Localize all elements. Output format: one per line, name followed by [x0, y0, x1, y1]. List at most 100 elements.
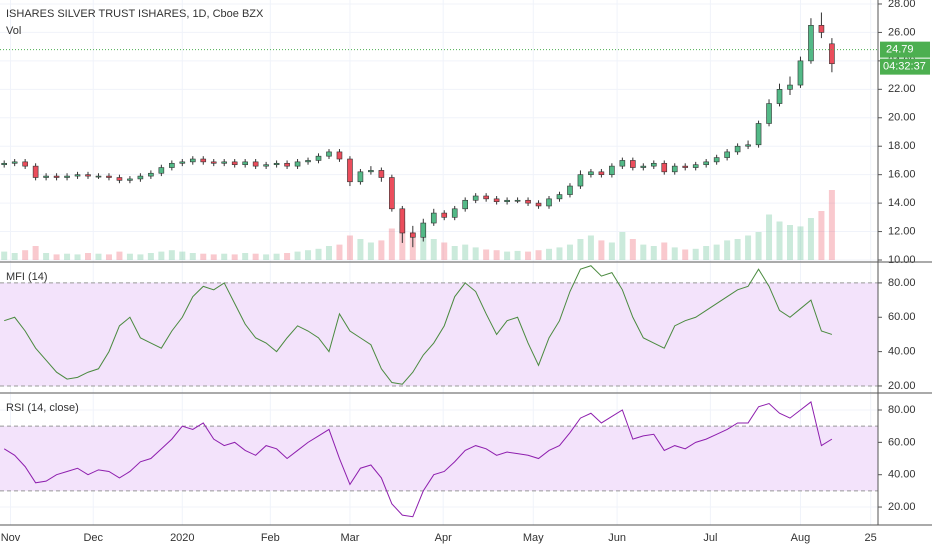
candle-body — [189, 158, 196, 163]
x-tick-label: Nov — [1, 532, 21, 544]
candle-body — [221, 161, 228, 164]
candle-body — [11, 161, 18, 164]
x-tick-label: May — [523, 532, 544, 544]
volume-bar — [661, 242, 668, 260]
volume-bar — [472, 247, 479, 260]
candle-body — [148, 172, 154, 177]
volume-bar — [231, 254, 238, 260]
volume-bar — [462, 244, 469, 260]
candle-body — [305, 160, 311, 163]
volume-bar — [430, 239, 437, 260]
last-price-label: 24.79 — [886, 44, 914, 56]
candle-body — [315, 155, 322, 161]
candle-body — [504, 199, 510, 202]
candle-body — [294, 161, 301, 167]
candle-body — [22, 161, 28, 167]
candle-body — [640, 165, 647, 168]
volume-bar — [325, 246, 332, 260]
candle-body — [263, 164, 269, 167]
volume-bar — [546, 248, 553, 260]
x-tick-label: Jun — [608, 532, 626, 544]
candle-body — [483, 195, 489, 200]
candle-body — [420, 222, 427, 238]
candle-body — [210, 161, 217, 164]
volume-bar — [126, 253, 133, 260]
candle-body — [577, 174, 584, 187]
volume-bar — [168, 250, 175, 260]
volume-bar — [252, 253, 259, 260]
volume-bar — [755, 232, 762, 260]
y-tick-label: 40.00 — [888, 469, 916, 481]
volume-bar — [703, 246, 710, 260]
candle-body — [535, 202, 542, 207]
volume-bar — [525, 251, 532, 260]
volume-bar — [514, 250, 521, 260]
volume-bar — [535, 250, 542, 260]
volume-bar — [776, 221, 783, 260]
candle-body — [682, 165, 689, 168]
candle-body — [451, 208, 458, 218]
band-fill — [0, 426, 878, 491]
candle-body — [766, 103, 772, 124]
volume-bar — [137, 254, 144, 260]
volume-bar — [388, 228, 395, 260]
volume-bar — [650, 246, 657, 260]
y-tick-label: 28.00 — [888, 0, 916, 10]
candle-body — [32, 165, 39, 178]
candle-body — [514, 199, 521, 202]
volume-bar — [451, 246, 458, 260]
x-tick-label: Aug — [791, 532, 811, 544]
candle-body — [200, 158, 207, 163]
candle-body — [598, 171, 605, 175]
y-tick-label: 20.00 — [888, 380, 916, 392]
volume-bar — [441, 242, 448, 260]
candle-body — [347, 158, 353, 183]
volume-bar — [420, 235, 427, 260]
pane-title: RSI (14, close) — [6, 402, 79, 414]
y-tick-label: 22.00 — [888, 83, 916, 95]
volume-bar — [305, 250, 312, 260]
volume-bar — [357, 239, 364, 260]
candle-body — [630, 160, 636, 168]
candle-body — [389, 177, 395, 210]
volume-bar — [95, 253, 102, 260]
x-tick-label: Dec — [83, 532, 103, 544]
volume-bar — [692, 248, 699, 260]
volume-label: Vol — [6, 25, 21, 37]
candle-body — [368, 170, 374, 173]
candle-body — [137, 175, 144, 180]
candle-body — [231, 161, 238, 166]
volume-bar — [504, 251, 511, 260]
candle-body — [53, 175, 60, 178]
candle-body — [787, 84, 793, 90]
volume-bar — [221, 253, 228, 260]
volume-bar — [32, 246, 39, 260]
candle-body — [378, 170, 385, 178]
volume-bar — [74, 254, 81, 260]
y-tick-label: 10.00 — [888, 254, 916, 266]
volume-bar — [11, 253, 18, 260]
candle-body — [588, 171, 594, 175]
candle-body — [242, 161, 248, 166]
volume-bar — [797, 226, 804, 260]
volume-bar — [294, 251, 301, 260]
candle-body — [43, 175, 49, 178]
candle-body — [399, 208, 406, 234]
candle-body — [713, 157, 720, 163]
candle-body — [567, 185, 573, 195]
y-tick-label: 20.00 — [888, 501, 916, 513]
volume-bar — [105, 254, 112, 260]
candle-body — [692, 164, 699, 168]
candle-body — [169, 162, 175, 168]
candle-body — [650, 162, 657, 167]
volume-bar — [587, 235, 594, 260]
volume-bar — [22, 250, 29, 260]
volume-bar — [682, 249, 689, 260]
volume-bar — [273, 253, 280, 260]
candle-body — [808, 25, 814, 62]
pane-title: MFI (14) — [6, 271, 48, 283]
y-tick-label: 80.00 — [888, 277, 916, 289]
volume-bar — [315, 248, 322, 260]
volume-bar — [671, 247, 678, 260]
